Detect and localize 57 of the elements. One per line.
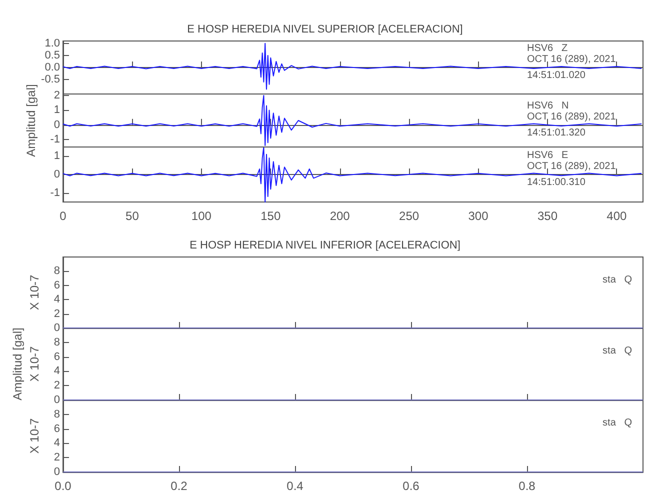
y-tick-label: 8 <box>54 336 60 348</box>
y-axis-title: Amplitud [gal] X 10-7 <box>10 328 42 400</box>
y-tick-label: -1 <box>50 134 60 146</box>
y-tick-label: 6 <box>54 279 60 292</box>
y-tick-label: 8 <box>54 408 60 420</box>
annotation: 14:51:01.020 <box>527 70 586 81</box>
y-tick-label: 6 <box>54 422 60 435</box>
x-tick-label: 0.2 <box>170 479 188 493</box>
x-tick-label: 150 <box>260 209 281 223</box>
y-tick-label: 8 <box>54 265 60 278</box>
x-tick-label: 400 <box>606 209 628 223</box>
x-tick-label: 300 <box>468 209 489 223</box>
chart-title: E HOSP HEREDIA NIVEL INFERIOR [ACELERACION] <box>190 240 460 252</box>
x-tick-label: 250 <box>399 209 420 223</box>
annotation: OCT 16 (289), 2021 <box>527 161 616 172</box>
y-tick-label: 2 <box>54 380 60 392</box>
annotation: HSV6 E <box>527 150 568 161</box>
y-tick-label: 0.0 <box>44 62 60 74</box>
annotation: HSV6 N <box>527 100 569 112</box>
x-tick-label: 0.8 <box>518 479 536 493</box>
y-tick-label: -1 <box>50 186 60 199</box>
y-tick-label: 0.5 <box>44 49 60 62</box>
y-axis-title: X 10-7 <box>27 418 42 454</box>
y-tick-label: 1.0 <box>44 37 60 50</box>
y-tick-label: 2 <box>54 452 60 464</box>
annotation: sta Q <box>602 418 632 428</box>
x-tick-label: 50 <box>126 209 140 223</box>
annotation: sta Q <box>602 274 632 286</box>
y-axis-title: X 10-7 <box>27 274 42 310</box>
y-tick-label: 0 <box>54 394 60 406</box>
x-tick-label: 100 <box>191 209 212 223</box>
y-tick-label: 1 <box>54 150 60 162</box>
y-tick-label: 2 <box>54 89 60 102</box>
y-axis-title: Amplitud [gal] <box>24 84 38 157</box>
y-tick-label: 4 <box>54 294 60 306</box>
y-tick-label: 4 <box>54 365 60 378</box>
annotation: OCT 16 (289), 2021 <box>527 111 616 122</box>
y-tick-label: 0 <box>54 118 60 131</box>
line-series <box>62 42 642 90</box>
annotation: 14:51:01.320 <box>527 127 586 138</box>
x-tick-label: 350 <box>537 209 558 223</box>
x-tick-label: 0.4 <box>286 479 304 493</box>
chart-title: E HOSP HEREDIA NIVEL SUPERIOR [ACELERACION] <box>187 24 463 36</box>
y-tick-label: 2 <box>54 308 60 320</box>
annotation: OCT 16 (289), 2021 <box>527 54 616 65</box>
x-tick-label: 200 <box>330 209 350 223</box>
y-tick-label: 0 <box>54 168 60 180</box>
x-tick-label: 0.6 <box>402 479 420 493</box>
annotation: 14:51:00.310 <box>527 177 586 188</box>
y-tick-label: 0 <box>54 466 60 478</box>
y-tick-label: 0 <box>54 322 60 334</box>
y-tick-label: 6 <box>54 350 60 363</box>
annotation: HSV6 Z <box>527 43 568 54</box>
y-tick-label: 4 <box>54 437 60 450</box>
y-tick-label: 1 <box>54 104 60 116</box>
annotation: sta Q <box>602 346 632 356</box>
y-tick-label: -0.5 <box>41 74 60 86</box>
